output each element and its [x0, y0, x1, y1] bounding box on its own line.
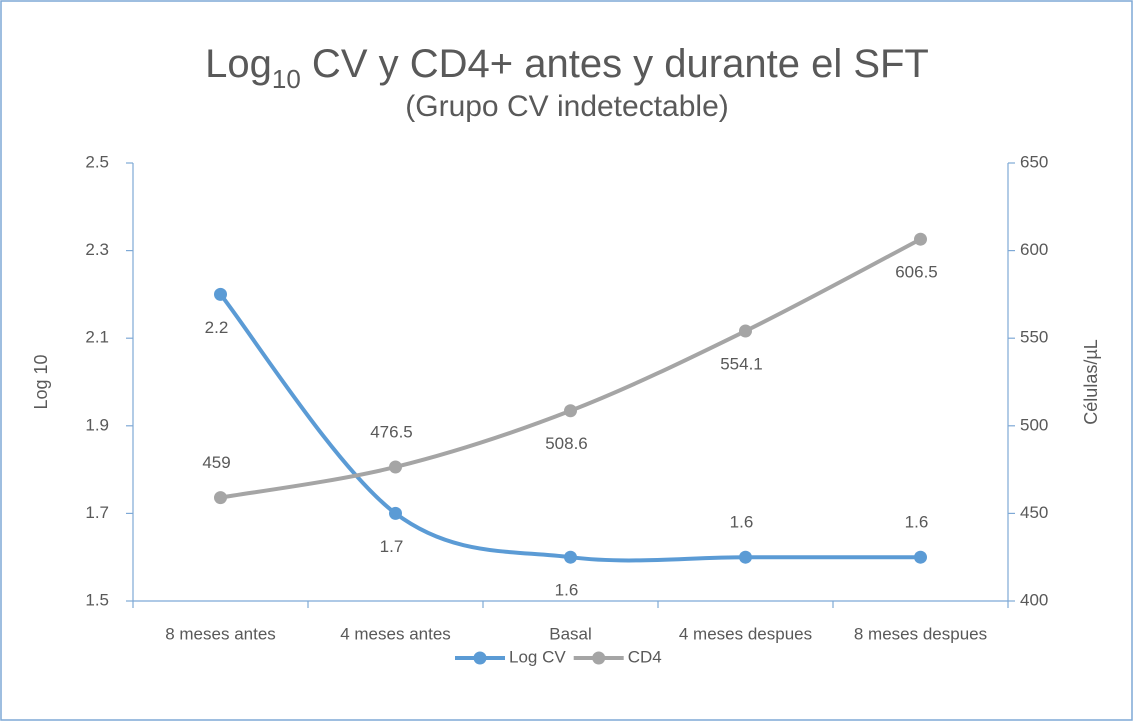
series-marker	[214, 287, 227, 301]
x-tick-label: 8 meses antes	[165, 624, 276, 643]
title-part: Log	[205, 42, 272, 86]
y-tick-label: 1.5	[85, 590, 109, 609]
y-tick-label: 1.7	[85, 503, 109, 522]
legend-label: CD4	[628, 647, 662, 666]
y-axis-label: Log 10	[31, 354, 51, 409]
data-label: 554.1	[720, 355, 763, 374]
data-label: 459	[202, 453, 230, 472]
legend-marker	[592, 651, 606, 665]
y2-tick-label: 400	[1020, 590, 1048, 609]
series-marker	[739, 550, 752, 564]
data-label: 2.2	[205, 318, 229, 337]
series-marker	[739, 324, 752, 338]
series-marker	[389, 460, 402, 474]
data-label: 476.5	[370, 422, 413, 441]
series-marker	[564, 550, 577, 564]
y2-tick-label: 600	[1020, 240, 1048, 259]
title-part: CV y CD4+ antes y durante el SFT	[301, 42, 929, 86]
series-marker	[214, 491, 227, 505]
series-marker	[389, 506, 402, 520]
x-tick-label: 8 meses despues	[854, 624, 987, 643]
y2-tick-label: 500	[1020, 415, 1048, 434]
y2-axis-label: Células/µL	[1081, 339, 1101, 424]
data-label: 508.6	[545, 434, 588, 453]
y2-tick-label: 550	[1020, 328, 1048, 347]
x-tick-label: 4 meses despues	[679, 624, 812, 643]
y-tick-label: 1.9	[85, 415, 109, 434]
series-marker	[564, 404, 577, 418]
data-label: 1.7	[380, 537, 404, 556]
legend-label: Log CV	[509, 647, 566, 666]
data-label: 1.6	[730, 513, 754, 532]
data-label: 1.6	[905, 513, 929, 532]
data-label: 1.6	[555, 581, 579, 600]
y2-tick-label: 650	[1020, 152, 1048, 171]
series-marker	[914, 550, 927, 564]
y2-tick-label: 450	[1020, 503, 1048, 522]
chart-title: Log10 CV y CD4+ antes y durante el SFT	[205, 42, 929, 94]
legend-marker	[473, 651, 487, 665]
title-part: 10	[272, 64, 301, 94]
y-tick-label: 2.5	[85, 152, 109, 171]
y-tick-label: 2.3	[85, 240, 109, 259]
data-label: 606.5	[895, 263, 938, 282]
series-marker	[914, 232, 927, 246]
y-tick-label: 2.1	[85, 328, 109, 347]
chart-subtitle: (Grupo CV indetectable)	[405, 90, 729, 123]
x-tick-label: Basal	[549, 624, 592, 643]
x-tick-label: 4 meses antes	[340, 624, 451, 643]
